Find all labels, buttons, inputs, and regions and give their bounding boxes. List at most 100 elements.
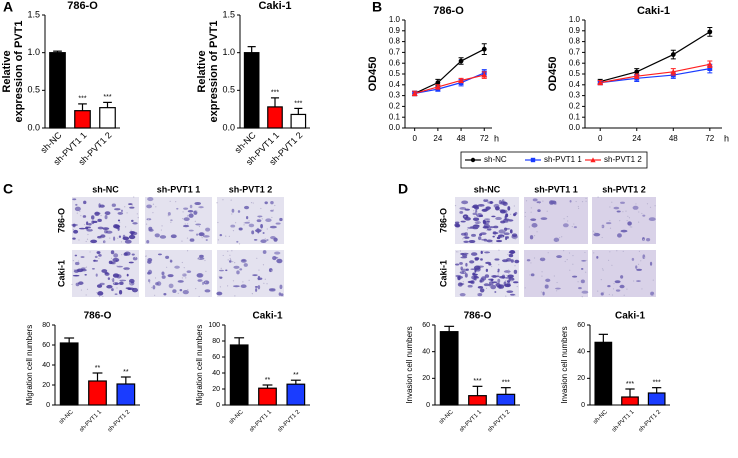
pore <box>619 220 621 222</box>
bar <box>439 331 459 406</box>
bar <box>286 383 306 406</box>
cell <box>648 217 656 222</box>
cell <box>562 223 569 228</box>
cell <box>169 259 173 263</box>
pore <box>556 290 558 292</box>
pore <box>631 226 633 228</box>
pore <box>202 274 204 276</box>
pore <box>609 206 611 208</box>
cell <box>108 260 113 265</box>
legend-label: sh-PVT1 2 <box>604 155 642 164</box>
pore <box>80 289 83 291</box>
cell <box>230 224 236 228</box>
cell <box>182 289 189 295</box>
cell <box>104 229 108 234</box>
pore <box>217 239 219 241</box>
pore <box>597 196 599 198</box>
cell <box>471 275 478 280</box>
cell <box>119 281 124 286</box>
cell <box>236 240 239 243</box>
marker <box>670 68 677 75</box>
cell <box>161 271 165 276</box>
pore <box>505 280 507 282</box>
micrograph <box>216 197 284 245</box>
pore <box>116 287 118 289</box>
cell <box>459 283 465 286</box>
x-tick-label: sh-PVT1 2 <box>107 409 132 434</box>
cell <box>156 281 162 286</box>
pore <box>72 260 74 262</box>
chart-title: Caki-1 <box>615 311 645 322</box>
pore <box>124 206 126 208</box>
pore <box>186 237 189 239</box>
pore <box>541 275 543 277</box>
cell <box>124 239 132 244</box>
bar <box>468 395 487 406</box>
pore <box>187 289 189 291</box>
cell <box>104 211 111 216</box>
cell <box>508 253 514 258</box>
cell <box>196 233 199 236</box>
cell <box>95 273 98 277</box>
cell <box>507 206 511 211</box>
pore <box>533 235 536 237</box>
cell <box>268 288 276 291</box>
pore <box>603 291 605 293</box>
marker <box>434 84 441 90</box>
cell <box>479 288 485 293</box>
significance: *** <box>294 100 302 107</box>
cell <box>459 207 467 210</box>
cell <box>92 259 99 262</box>
pore <box>175 201 177 203</box>
cell <box>646 237 651 242</box>
cell <box>455 223 461 228</box>
cell <box>256 219 262 223</box>
pore <box>195 287 197 290</box>
cell <box>467 280 474 284</box>
pore <box>145 223 148 225</box>
cell <box>462 253 468 258</box>
cell <box>614 280 621 284</box>
x-tick-label: 24 <box>632 134 641 143</box>
pore <box>198 257 201 260</box>
column-header: sh-PVT1 2 <box>229 184 273 194</box>
pore <box>558 237 561 239</box>
cell <box>513 281 519 284</box>
pore <box>117 237 119 239</box>
pore <box>459 267 462 269</box>
pore <box>266 228 268 230</box>
pore <box>482 205 484 208</box>
chart-title: 786-O <box>67 0 98 12</box>
pore <box>80 215 82 217</box>
y-tick-label: 0.3 <box>389 91 401 100</box>
cell <box>581 259 587 262</box>
cell <box>464 273 468 278</box>
cell <box>649 261 653 266</box>
pore <box>73 269 75 271</box>
pore <box>137 216 139 219</box>
y-tick-label: 0.9 <box>569 26 581 35</box>
y-tick-label: 100 <box>208 322 220 329</box>
pore <box>258 216 261 219</box>
legend: sh-NC sh-PVT1 1 sh-PVT1 2 <box>460 151 648 169</box>
pore <box>126 269 128 271</box>
cell <box>146 239 150 244</box>
cell <box>472 204 479 209</box>
cell <box>483 283 490 287</box>
pore <box>130 283 132 285</box>
significance: *** <box>502 380 510 387</box>
cell <box>147 260 152 264</box>
cell <box>237 210 241 213</box>
pore <box>508 272 510 274</box>
pore <box>184 223 186 225</box>
pore <box>152 203 155 205</box>
cell <box>506 282 511 287</box>
pore <box>524 211 526 214</box>
pore <box>463 237 465 239</box>
cell <box>254 285 258 288</box>
cell <box>97 218 102 223</box>
cell <box>498 229 506 234</box>
cell <box>506 290 514 293</box>
pore <box>609 220 611 222</box>
pore <box>487 202 489 204</box>
